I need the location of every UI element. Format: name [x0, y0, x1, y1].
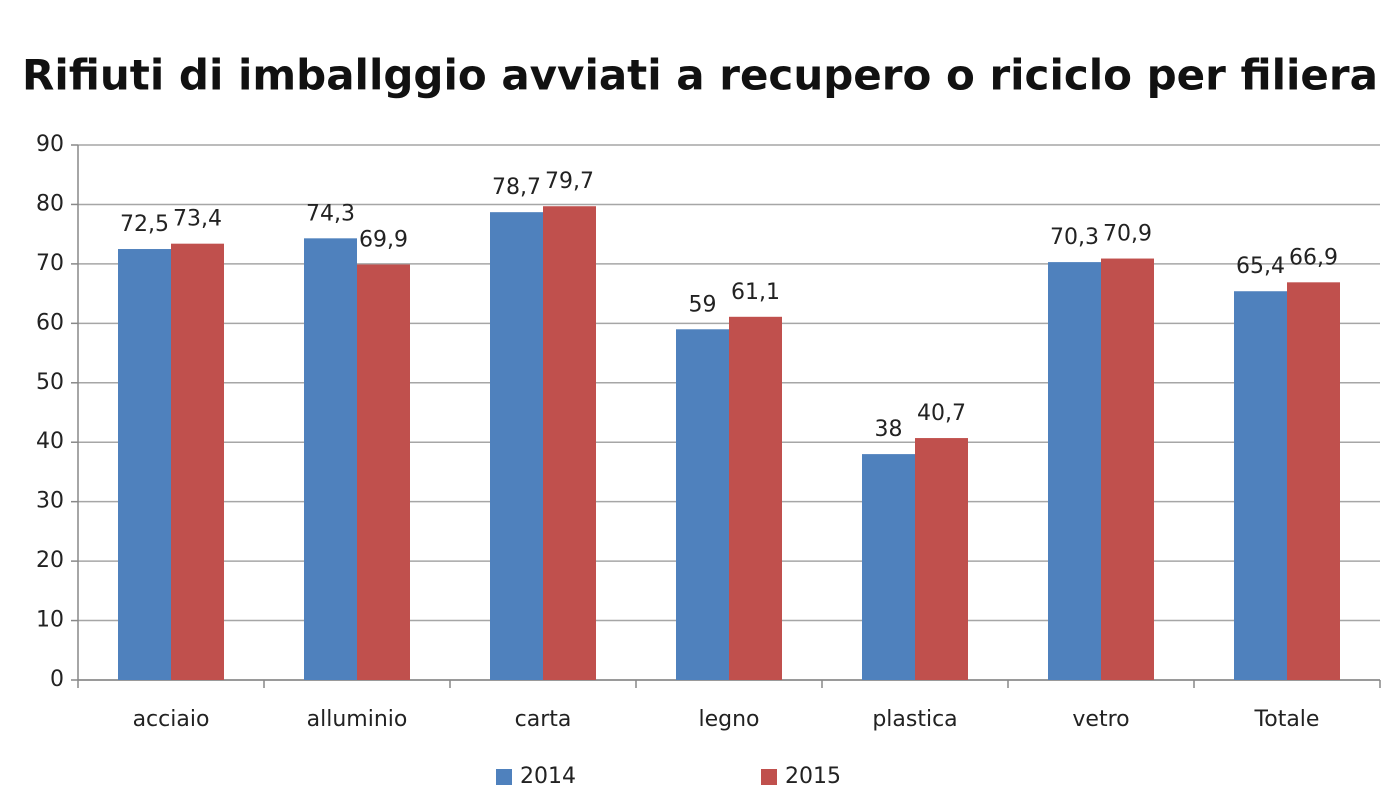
bar [915, 438, 968, 680]
bar [1234, 291, 1287, 680]
bar [171, 243, 224, 680]
data-label: 66,9 [1289, 245, 1338, 270]
bar [490, 212, 543, 680]
y-tick-label: 50 [36, 370, 64, 395]
y-tick-label: 40 [36, 429, 64, 454]
y-tick-label: 80 [36, 191, 64, 216]
legend-swatch [761, 769, 777, 785]
y-tick-label: 20 [36, 548, 64, 573]
y-tick-label: 10 [36, 608, 64, 633]
x-tick-label: carta [515, 707, 572, 732]
y-tick-label: 30 [36, 489, 64, 514]
legend-label: 2015 [785, 764, 841, 789]
x-tick-label: Totale [1254, 707, 1320, 732]
data-label: 70,9 [1103, 222, 1152, 247]
x-tick-label: legno [698, 707, 759, 732]
data-label: 73,4 [173, 207, 222, 232]
bar [1101, 258, 1154, 680]
data-label: 72,5 [120, 212, 169, 237]
x-tick-label: acciaio [133, 707, 210, 732]
x-tick-label: alluminio [307, 707, 408, 732]
bar [1287, 282, 1340, 680]
data-label: 78,7 [492, 175, 541, 200]
data-label: 79,7 [545, 169, 594, 194]
bar [676, 329, 729, 680]
bar [118, 249, 171, 680]
data-label: 65,4 [1236, 254, 1285, 279]
data-label: 61,1 [731, 280, 780, 305]
y-tick-label: 90 [36, 132, 64, 157]
bar [1048, 262, 1101, 680]
data-label: 69,9 [359, 227, 408, 252]
x-tick-label: plastica [872, 707, 957, 732]
data-label: 40,7 [917, 401, 966, 426]
bar [543, 206, 596, 680]
bar [729, 316, 782, 680]
bar [304, 238, 357, 681]
y-tick-label: 70 [36, 251, 64, 276]
bar [357, 264, 410, 680]
legend-label: 2014 [520, 764, 576, 789]
data-label: 59 [689, 292, 717, 317]
y-tick-label: 0 [50, 667, 64, 692]
y-tick-label: 60 [36, 310, 64, 335]
bar [862, 454, 915, 680]
data-label: 70,3 [1050, 225, 1099, 250]
data-label: 38 [875, 417, 903, 442]
chart-title: Rifiuti di imballggio avviati a recupero… [22, 51, 1378, 100]
legend-swatch [496, 769, 512, 785]
x-tick-label: vetro [1072, 707, 1129, 732]
data-label: 74,3 [306, 201, 355, 226]
